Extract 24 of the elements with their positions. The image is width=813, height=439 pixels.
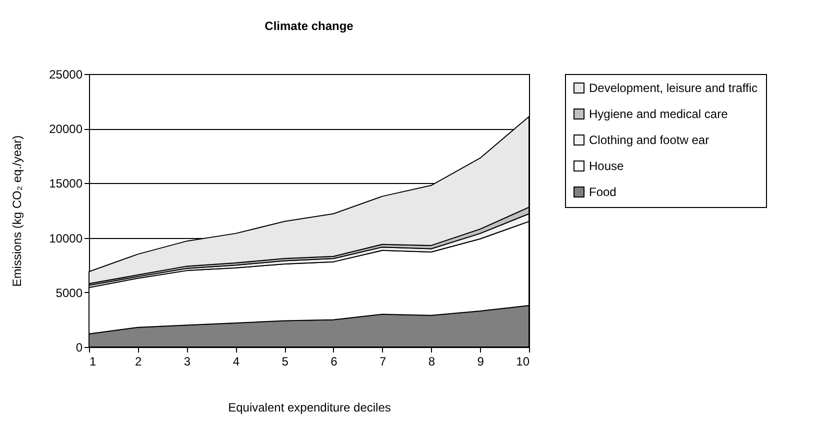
x-tick-label: 7 [379, 354, 386, 368]
y-tick-label: 20000 [49, 122, 83, 136]
y-tick-label: 5000 [56, 286, 83, 300]
y-axis-title: Emissions (kg CO₂ eq./year) [10, 135, 24, 287]
x-tick-label: 5 [282, 354, 289, 368]
legend-label: Development, leisure and traffic [589, 81, 758, 95]
x-tick-label: 4 [232, 354, 240, 368]
legend-label: Clothing and footw ear [589, 133, 710, 147]
legend-label: Hygiene and medical care [589, 107, 728, 121]
x-tick-label: 8 [428, 354, 436, 368]
y-tick-label: 25000 [49, 68, 83, 82]
y-tick-label: 0 [76, 340, 83, 354]
y-tick-label: 15000 [49, 176, 83, 191]
x-tick-label: 1 [90, 354, 96, 368]
x-tick-label: 2 [135, 354, 142, 368]
legend-label: Food [589, 185, 616, 199]
x-tick-label: 9 [477, 354, 484, 368]
chart-title: Climate change [264, 19, 354, 33]
x-tick-label: 3 [184, 354, 191, 368]
y-tick-label: 10000 [49, 231, 83, 246]
x-tick-label: 10 [516, 354, 530, 368]
x-tick-label: 6 [330, 354, 338, 368]
x-axis-title: Equivalent expenditure deciles [228, 400, 391, 414]
legend-label: House [589, 159, 624, 173]
